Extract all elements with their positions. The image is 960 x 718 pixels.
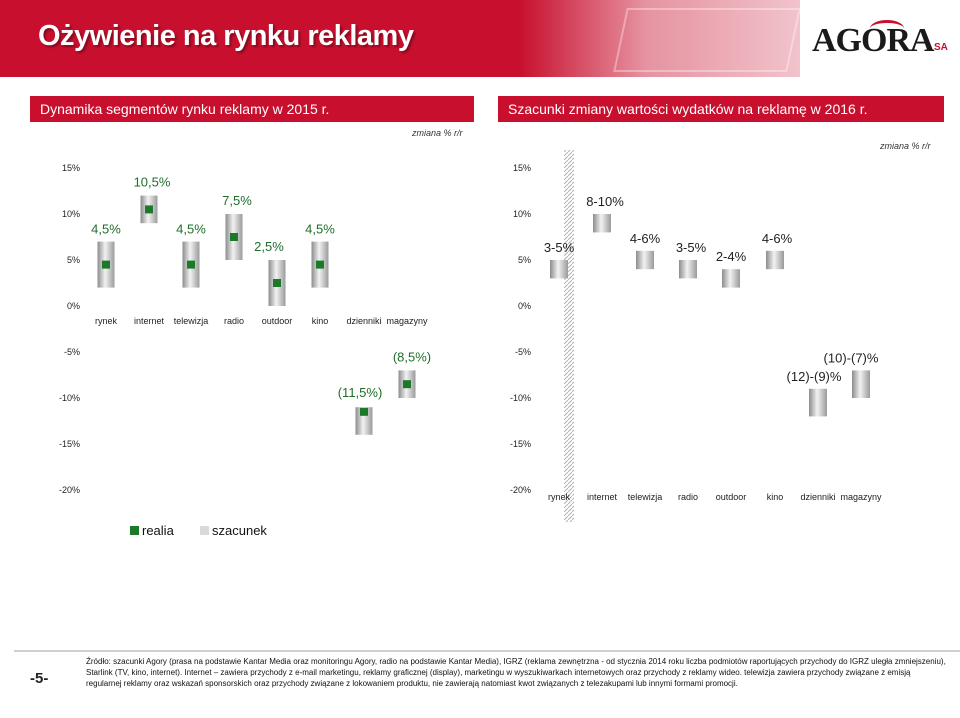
- footer-divider: [14, 650, 960, 652]
- data-label: 3-5%: [544, 240, 575, 255]
- y-tick-label: 15%: [62, 163, 80, 173]
- x-tick-label: kino: [312, 316, 329, 326]
- page-number: -5-: [30, 670, 49, 687]
- estimate-bar: [593, 214, 611, 233]
- realia-marker: [187, 260, 195, 269]
- logo-text: AGORA: [812, 22, 935, 59]
- header-banner: Ożywienie na rynku reklamy AGORA SA: [0, 0, 960, 77]
- x-tick-label: telewizja: [628, 492, 663, 502]
- realia-marker: [360, 407, 368, 416]
- data-label: 3-5%: [676, 240, 707, 255]
- y-tick-label: -20%: [59, 485, 80, 495]
- realia-marker: [145, 205, 153, 214]
- left-unit-label: zmiana % r/r: [412, 128, 463, 138]
- data-label: 10,5%: [134, 175, 171, 190]
- source-note: Źródło: szacunki Agory (prasa na podstaw…: [86, 657, 946, 688]
- legend-realia-label: realia: [142, 523, 174, 538]
- data-label: (8,5%): [393, 349, 431, 364]
- data-label: (12)-(9)%: [787, 369, 842, 384]
- data-label: 4,5%: [305, 222, 335, 237]
- x-tick-label: radio: [224, 316, 244, 326]
- data-label: 8-10%: [586, 194, 624, 209]
- legend-realia-swatch: [130, 526, 139, 535]
- realia-marker: [230, 233, 238, 241]
- data-label: 7,5%: [222, 193, 252, 208]
- y-tick-label: -20%: [510, 485, 531, 495]
- data-label: (10)-(7)%: [824, 350, 879, 365]
- x-tick-label: dzienniki: [800, 492, 835, 502]
- logo-suffix: SA: [934, 42, 948, 53]
- y-tick-label: -10%: [59, 393, 80, 403]
- y-tick-label: 10%: [62, 209, 80, 219]
- x-tick-label: kino: [767, 492, 784, 502]
- x-tick-label: radio: [678, 492, 698, 502]
- x-tick-label: outdoor: [716, 492, 747, 502]
- realia-marker: [403, 380, 411, 389]
- legend-szacunek-label: szacunek: [212, 523, 267, 538]
- y-tick-label: 5%: [67, 255, 80, 265]
- x-tick-label: telewizja: [174, 316, 209, 326]
- legend-szacunek-swatch: [200, 526, 209, 535]
- estimate-bar: [722, 269, 740, 288]
- left-chart-title: Dynamika segmentów rynku reklamy w 2015 …: [30, 96, 474, 122]
- estimate-bar: [809, 388, 827, 417]
- x-tick-label: magazyny: [840, 492, 882, 502]
- x-tick-label: internet: [587, 492, 618, 502]
- bar: [355, 407, 373, 435]
- x-tick-label: rynek: [95, 316, 118, 326]
- realia-marker: [316, 260, 324, 269]
- agora-logo: AGORA SA: [800, 0, 960, 77]
- estimate-bar: [550, 260, 568, 279]
- data-label: 2,5%: [254, 239, 284, 254]
- x-tick-label: dzienniki: [346, 316, 381, 326]
- right-chart-title: Szacunki zmiany wartości wydatków na rek…: [498, 96, 944, 122]
- estimate-bar: [679, 260, 697, 279]
- y-tick-label: -5%: [64, 347, 80, 357]
- realia-marker: [273, 279, 281, 287]
- y-tick-label: 10%: [513, 209, 531, 219]
- data-label: 4,5%: [91, 222, 121, 237]
- realia-marker: [102, 260, 110, 269]
- data-label: (11,5%): [338, 385, 383, 400]
- data-label: 4,5%: [176, 222, 206, 237]
- y-tick-label: -5%: [515, 347, 531, 357]
- x-tick-label: rynek: [548, 492, 571, 502]
- estimate-bar: [636, 250, 654, 270]
- y-tick-label: -10%: [510, 393, 531, 403]
- y-tick-label: -15%: [59, 439, 80, 449]
- data-label: 4-6%: [630, 231, 661, 246]
- left-bar-chart: 15% 10% 5% 0% -5% -10% -15% -20% rynek internet te…: [59, 163, 431, 495]
- y-tick-label: 0%: [518, 301, 531, 311]
- page-title: Ożywienie na rynku reklamy: [38, 20, 414, 52]
- estimate-bar: [766, 250, 784, 270]
- data-label: 2-4%: [716, 249, 747, 264]
- x-tick-label: outdoor: [262, 316, 293, 326]
- x-tick-label: magazyny: [386, 316, 428, 326]
- y-tick-label: 0%: [67, 301, 80, 311]
- right-unit-label: zmiana % r/r: [880, 141, 931, 151]
- header-decoration: [520, 0, 800, 77]
- panel-divider: [564, 150, 574, 522]
- y-tick-label: 15%: [513, 163, 531, 173]
- x-tick-label: internet: [134, 316, 165, 326]
- charts-canvas: 15% 10% 5% 0% -5% -10% -15% -20% rynek internet te…: [59, 150, 882, 522]
- right-bar-chart: 15% 10% 5% 0% -5% -10% -15% -20% rynek internet te…: [510, 163, 882, 502]
- y-tick-label: -15%: [510, 439, 531, 449]
- data-label: 4-6%: [762, 231, 793, 246]
- logo-swoosh-icon: [870, 20, 904, 37]
- y-tick-label: 5%: [518, 255, 531, 265]
- estimate-bar: [852, 370, 870, 398]
